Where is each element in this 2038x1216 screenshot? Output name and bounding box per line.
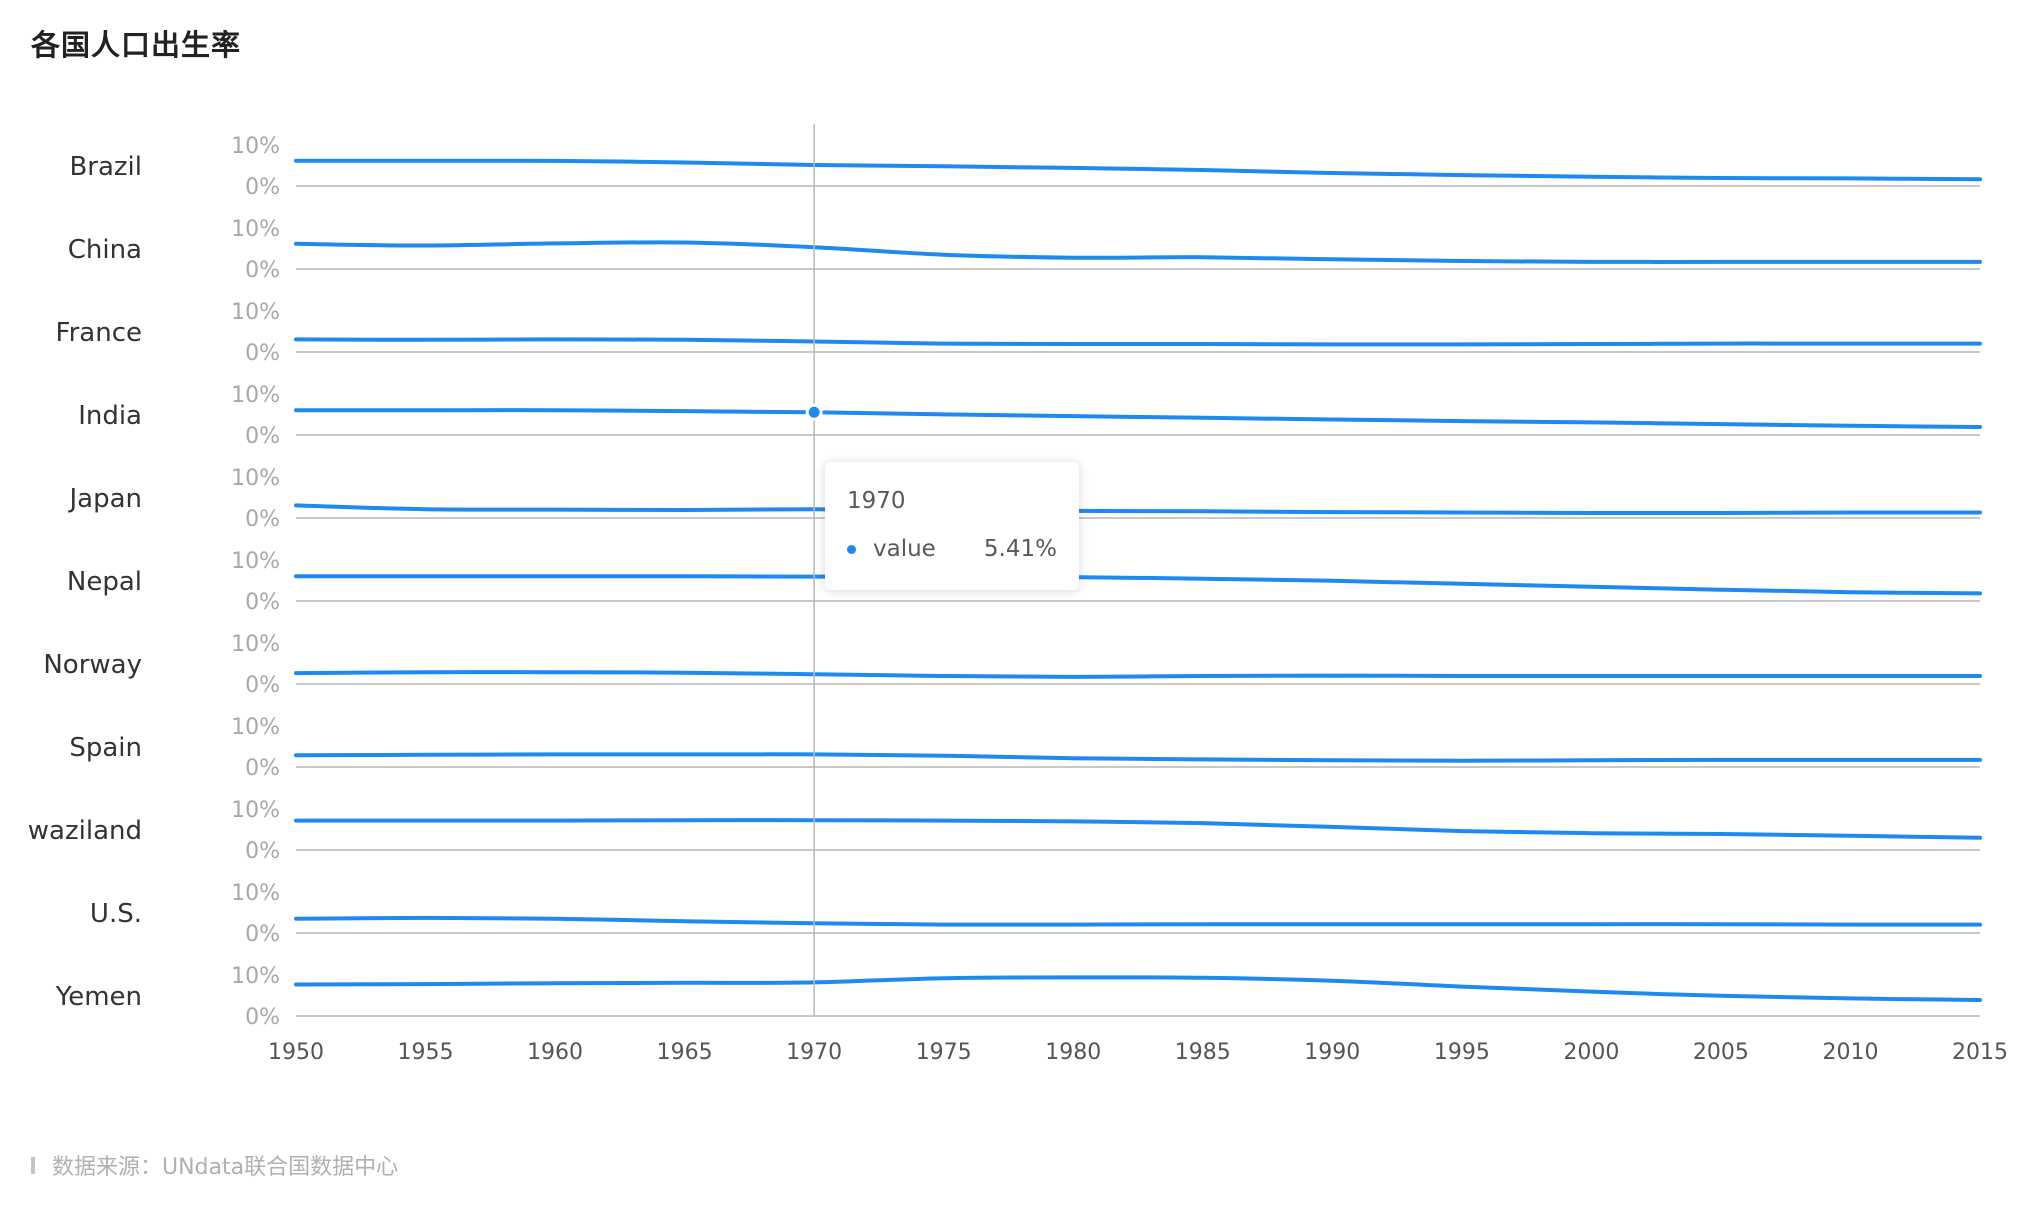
y-tick-label: 0% (245, 258, 280, 283)
y-tick-label: 10% (231, 549, 280, 574)
x-tick-label: 1955 (398, 1040, 454, 1065)
series-label: U.S. (90, 899, 142, 929)
series-line (294, 752, 1982, 763)
series-line (294, 158, 1982, 182)
series-line (294, 818, 1982, 840)
tooltip-value: 5.41% (983, 536, 1057, 562)
y-tick-label: 10% (231, 217, 280, 242)
y-tick-label: 10% (231, 300, 280, 325)
x-tick-label: 1965 (657, 1040, 713, 1065)
tooltip-row: value 5.41% (847, 536, 1057, 562)
series-line (294, 670, 1982, 679)
panel-nepal: 10% 0% Nepal (67, 549, 1982, 615)
y-tick-label: 0% (245, 341, 280, 366)
series-label: Spain (69, 733, 142, 763)
x-tick-label: 1950 (268, 1040, 324, 1065)
x-tick-label: 1990 (1304, 1040, 1360, 1065)
x-tick-label: 1975 (916, 1040, 972, 1065)
series-label: France (56, 318, 142, 348)
y-tick-label: 10% (231, 881, 280, 906)
y-tick-label: 10% (231, 466, 280, 491)
x-tick-label: 1970 (786, 1040, 842, 1065)
series-line (294, 503, 1982, 516)
chart-panels: 10% 0% Brazil 10% 0% China 10% 0% France 10% 0% Ind… (28, 134, 1982, 1030)
y-tick-label: 10% (231, 383, 280, 408)
x-tick-label: 2005 (1693, 1040, 1749, 1065)
y-tick-label: 10% (231, 134, 280, 159)
y-tick-label: 0% (245, 424, 280, 449)
y-tick-label: 10% (231, 798, 280, 823)
y-tick-label: 0% (245, 673, 280, 698)
active-point (805, 403, 823, 421)
series-label: Yemen (55, 982, 142, 1012)
tooltip-marker (847, 544, 856, 554)
series-label: India (78, 401, 142, 431)
y-tick-label: 0% (245, 839, 280, 864)
y-tick-label: 10% (231, 964, 280, 989)
panel-norway: 10% 0% Norway (43, 632, 1982, 698)
series-label: Japan (67, 484, 142, 514)
panel-japan: 10% 0% Japan (67, 466, 1982, 532)
y-tick-label: 10% (231, 632, 280, 657)
panel-yemen: 10% 0% Yemen (55, 964, 1982, 1030)
series-label: Brazil (69, 152, 142, 182)
series-line (294, 240, 1982, 264)
y-tick-label: 0% (245, 922, 280, 947)
series-label: waziland (28, 816, 142, 846)
series-line (294, 574, 1982, 596)
y-tick-label: 0% (245, 507, 280, 532)
y-tick-label: 0% (245, 756, 280, 781)
series-line (294, 915, 1982, 927)
x-tick-label: 1995 (1434, 1040, 1490, 1065)
x-tick-label: 1960 (527, 1040, 583, 1065)
tooltip: 1970 value 5.41% (825, 462, 1079, 590)
tooltip-title: 1970 (847, 488, 906, 514)
x-tick-label: 2000 (1563, 1040, 1619, 1065)
series-line (294, 337, 1982, 347)
y-tick-label: 10% (231, 715, 280, 740)
y-tick-label: 0% (245, 1005, 280, 1030)
series-label: China (68, 235, 142, 265)
panel-waziland: 10% 0% waziland (28, 798, 1982, 864)
tooltip-series-name: value (873, 536, 936, 562)
y-tick-label: 0% (245, 590, 280, 615)
y-tick-label: 0% (245, 175, 280, 200)
series-label: Nepal (67, 567, 142, 597)
source-bar (31, 1156, 35, 1174)
panel-u-s-: 10% 0% U.S. (90, 881, 1982, 947)
chart-title: 各国人口出生率 (31, 28, 242, 62)
x-tick-label: 2015 (1952, 1040, 2008, 1065)
source-note: 数据来源：UNdata联合国数据中心 (31, 1150, 398, 1180)
x-tick-label: 2010 (1822, 1040, 1878, 1065)
source-text: 数据来源：UNdata联合国数据中心 (52, 1155, 399, 1180)
panel-india: 10% 0% India (78, 383, 1982, 449)
x-axis: 1950 1955 1960 1965 1970 1975 1980 1985 1990 1995… (268, 1040, 2008, 1065)
x-tick-label: 1985 (1175, 1040, 1231, 1065)
series-label: Norway (43, 650, 142, 680)
x-tick-label: 1980 (1045, 1040, 1101, 1065)
panel-france: 10% 0% France (56, 300, 1982, 366)
panel-china: 10% 0% China (68, 217, 1982, 283)
series-line (294, 408, 1982, 429)
panel-spain: 10% 0% Spain (69, 715, 1982, 781)
series-line (294, 975, 1982, 1002)
panel-brazil: 10% 0% Brazil (69, 134, 1982, 200)
